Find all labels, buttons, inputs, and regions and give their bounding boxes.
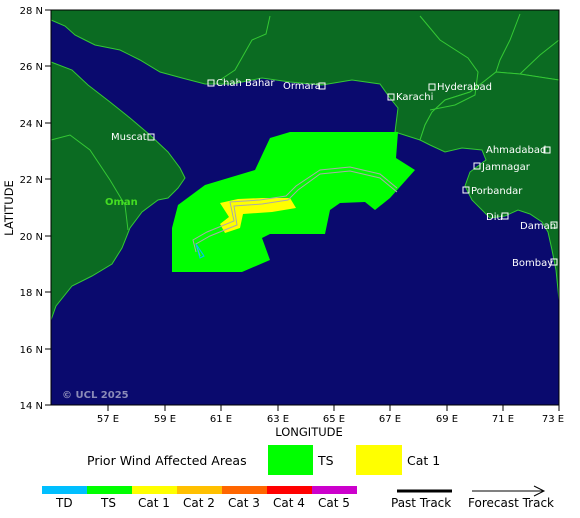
lat-tick-24: 24 N [20,119,43,130]
city-label-karachi: Karachi [396,92,433,103]
city-marker-chah-bahar [207,79,215,87]
scale-cat3-color [222,486,267,494]
city-label-porbandar: Porbandar [471,186,523,197]
scale-cat5-color [312,486,357,494]
scale-cat4-color [267,486,312,494]
city-marker-diu [501,212,509,220]
lat-tick-14: 14 N [20,401,43,412]
city-label-daman: Daman [520,221,556,232]
scale-label-td: TD [56,496,73,510]
lon-tick-71: 71 E [492,414,514,425]
lon-tick-labels: 57 E 59 E 61 E 63 E 65 E 67 E 69 E 71 E … [97,414,564,425]
y-axis-title: LATITUDE [2,180,16,236]
cat1-legend-label: Cat 1 [407,453,441,468]
forecast-track-arrow-icon [472,485,546,497]
cat1-swatch [356,445,402,475]
city-label-diu: Diu [486,212,503,223]
map-frame [50,9,560,406]
lon-tick-69: 69 E [436,414,458,425]
ts-legend-label: TS [318,453,334,468]
lat-tick-22: 22 N [20,175,43,186]
lon-tick-59: 59 E [154,414,176,425]
past-track [192,166,398,257]
city-label-hyderabad: Hyderabad [437,82,492,93]
scale-td-color [42,486,87,494]
x-axis-title: LONGITUDE [275,425,343,439]
lon-tick-57: 57 E [97,414,119,425]
city-marker-daman [550,221,558,229]
city-marker-karachi [387,93,395,101]
city-label-chah-bahar: Chah Bahar [216,78,275,89]
city-marker-bombay [550,258,558,266]
city-labels: Chah Bahar Ormara Karachi Hyderabad Musc… [111,78,556,269]
city-label-muscat: Muscat [111,132,147,143]
prior-areas-label: Prior Wind Affected Areas [87,453,247,468]
scale-ts-color [87,486,132,494]
ts-wind-area [172,132,415,272]
city-marker-hyderabad [428,83,436,91]
scale-cat1-color [132,486,177,494]
lon-tick-67: 67 E [379,414,401,425]
past-track-label: Past Track [391,496,452,510]
city-marker-porbandar [462,186,470,194]
scale-label-cat5: Cat 5 [318,496,350,510]
city-marker-ahmadabad [543,146,551,154]
cat1-wind-area [220,198,296,233]
city-label-bombay: Bombay [512,258,553,269]
region-label-oman: Oman [105,197,138,208]
scale-label-cat3: Cat 3 [228,496,260,510]
lat-tick-28: 28 N [20,6,43,17]
city-marker-ormara [318,82,326,90]
lon-tick-73: 73 E [542,414,564,425]
scale-label-ts: TS [101,496,116,510]
country-borders [50,13,560,231]
city-label-ormara: Ormara [283,81,321,92]
lat-tick-16: 16 N [20,345,43,356]
lon-tick-61: 61 E [210,414,232,425]
lat-axis [45,9,51,406]
scale-label-cat2: Cat 2 [183,496,215,510]
lat-tick-20: 20 N [20,232,43,243]
forecast-track-label: Forecast Track [468,496,554,510]
land [50,9,560,405]
lat-tick-18: 18 N [20,288,43,299]
lon-axis [107,405,560,411]
city-label-jamnagar: Jamnagar [481,162,531,173]
storm-marker-icon [195,243,205,259]
scale-label-cat4: Cat 4 [273,496,305,510]
copyright-text: © UCL 2025 [62,390,129,401]
lon-tick-65: 65 E [323,414,345,425]
ts-swatch [268,445,313,475]
city-marker-muscat [147,133,155,141]
city-markers [147,79,558,266]
scale-cat2-color [177,486,222,494]
city-label-ahmadabad: Ahmadabad [486,145,546,156]
lon-tick-63: 63 E [267,414,289,425]
city-marker-jamnagar [473,162,481,170]
lat-tick-labels: 28 N 26 N 24 N 22 N 20 N 18 N 16 N 14 N [20,6,43,412]
scale-label-cat1: Cat 1 [138,496,170,510]
lat-tick-26: 26 N [20,62,43,73]
